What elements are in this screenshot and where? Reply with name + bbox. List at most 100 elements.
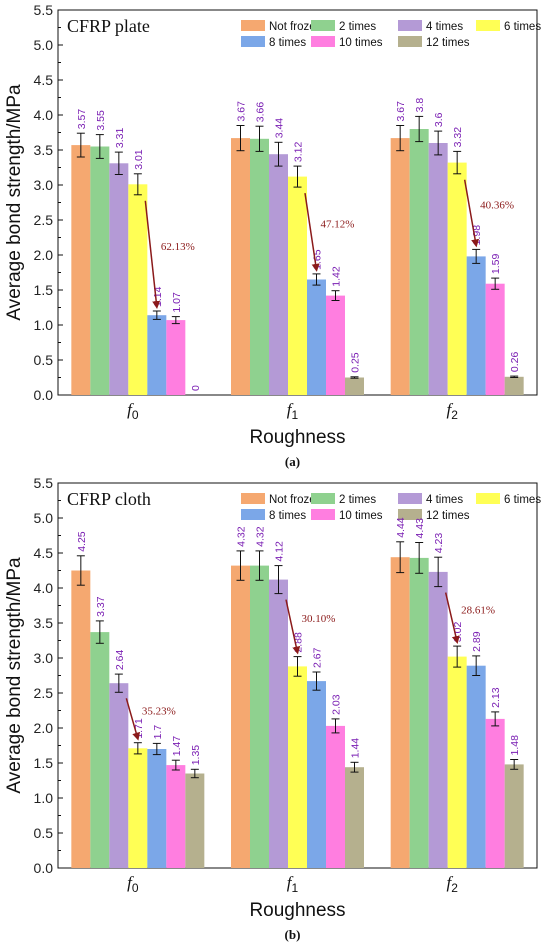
bar <box>345 377 364 395</box>
bar <box>250 138 269 396</box>
legend-label: 2 times <box>339 21 376 33</box>
bar <box>466 665 486 868</box>
y-axis-title: Average bond strength/MPa <box>4 557 25 794</box>
bar <box>109 163 129 395</box>
y-tick-label: 1.5 <box>34 755 54 771</box>
drop-percentage: 35.23% <box>142 706 176 718</box>
legend-label: 8 times <box>269 510 306 522</box>
drop-percentage: 62.13% <box>161 241 195 253</box>
drop-arrow <box>125 698 141 741</box>
data-label: 0 <box>190 385 202 391</box>
legend-label: 10 times <box>339 37 383 49</box>
legend-label: Not frozen <box>269 21 322 33</box>
bar <box>326 725 345 868</box>
y-tick-label: 0.5 <box>34 825 54 841</box>
data-label: 4.32 <box>236 526 248 547</box>
bar <box>390 138 410 395</box>
bar <box>269 154 288 395</box>
data-label: 3.01 <box>133 149 145 170</box>
bar <box>128 184 148 395</box>
y-tick-label: 5.5 <box>34 475 54 491</box>
bar <box>409 557 429 868</box>
legend-swatch <box>398 36 422 47</box>
data-label: 3.02 <box>452 622 464 643</box>
chart-panel-a: 0.0 0.5 1.0 1.5 2.0 2.5 3.0 3.5 4.0 4.5 5.0 5.5 Roug… <box>4 2 541 469</box>
x-tick-label: f0 <box>127 400 139 422</box>
legend-label: 4 times <box>426 21 463 33</box>
y-axis-title: Average bond strength/MPa <box>4 84 25 321</box>
y-tick-label: 3.0 <box>34 650 54 666</box>
bar <box>307 279 326 395</box>
x-axis-title: Roughness <box>249 900 345 921</box>
drop-arrow <box>304 192 320 272</box>
bar <box>147 749 167 868</box>
drop-arrow <box>285 599 301 655</box>
data-label: 1.44 <box>350 738 362 759</box>
drop-percentage: 30.10% <box>302 613 336 625</box>
bar <box>288 176 307 395</box>
legend-label: 6 times <box>504 494 541 506</box>
bar <box>428 571 448 868</box>
bar <box>409 129 429 395</box>
y-tick-label: 5.0 <box>34 510 54 526</box>
data-label: 4.43 <box>414 518 426 539</box>
bar <box>166 765 186 868</box>
legend-label: 12 times <box>426 37 470 49</box>
y-tick-label: 3.5 <box>34 615 54 631</box>
data-label: 1.59 <box>490 254 502 275</box>
bar <box>185 773 205 868</box>
legend-label: 12 times <box>426 510 470 522</box>
x-tick-label: f1 <box>287 400 299 422</box>
bar <box>485 283 505 395</box>
data-label: 2.13 <box>490 687 502 708</box>
legend-swatch <box>241 20 265 31</box>
y-tick-label: 2.5 <box>34 685 54 701</box>
data-label: 4.32 <box>255 526 267 547</box>
legend-swatch <box>398 509 422 520</box>
y-tick-label: 5.5 <box>34 2 54 18</box>
panel-title: CFRP plate <box>67 16 150 36</box>
bar <box>128 748 148 868</box>
bar <box>147 315 167 395</box>
chart-panel-b: 0.0 0.5 1.0 1.5 2.0 2.5 3.0 3.5 4.0 4.5 5.0 5.5 Roug… <box>4 475 541 942</box>
drop-percentage: 28.61% <box>461 604 495 616</box>
legend-label: Not frozen <box>269 494 322 506</box>
y-tick-label: 0.5 <box>34 352 54 368</box>
data-label: 4.23 <box>433 533 445 554</box>
legend-label: 8 times <box>269 37 306 49</box>
bar <box>90 632 110 868</box>
bar <box>231 138 250 395</box>
y-tick-label: 1.5 <box>34 282 54 298</box>
y-tick-label: 1.0 <box>34 790 54 806</box>
panel-title: CFRP cloth <box>67 489 151 509</box>
y-tick-label: 2.0 <box>34 720 54 736</box>
data-label: 3.57 <box>76 109 88 130</box>
data-label: 4.44 <box>395 517 407 538</box>
data-label: 3.67 <box>395 101 407 122</box>
legend-swatch <box>398 20 422 31</box>
bar <box>90 146 110 395</box>
bar <box>447 162 467 395</box>
data-label: 3.66 <box>255 102 267 123</box>
data-label: 3.67 <box>236 101 248 122</box>
legend-label: 2 times <box>339 494 376 506</box>
data-label: 3.55 <box>95 110 107 131</box>
bar <box>390 557 410 868</box>
data-label: 1.7 <box>152 725 164 740</box>
data-label: 2.89 <box>471 631 483 652</box>
data-label: 3.32 <box>452 127 464 148</box>
data-label: 3.37 <box>95 596 107 617</box>
drop-arrow <box>144 200 161 309</box>
y-tick-label: 4.5 <box>34 545 54 561</box>
legend-swatch <box>311 20 335 31</box>
y-tick-label: 2.0 <box>34 247 54 263</box>
y-tick-label: 4.0 <box>34 107 54 123</box>
y-tick-label: 1.0 <box>34 317 54 333</box>
legend-swatch <box>241 493 265 504</box>
data-label: 1.48 <box>509 735 521 756</box>
y-tick-label: 0.0 <box>34 387 54 403</box>
y-tick-label: 5.0 <box>34 37 54 53</box>
bar <box>326 295 345 395</box>
drop-arrow <box>463 179 480 248</box>
bar <box>428 143 448 395</box>
